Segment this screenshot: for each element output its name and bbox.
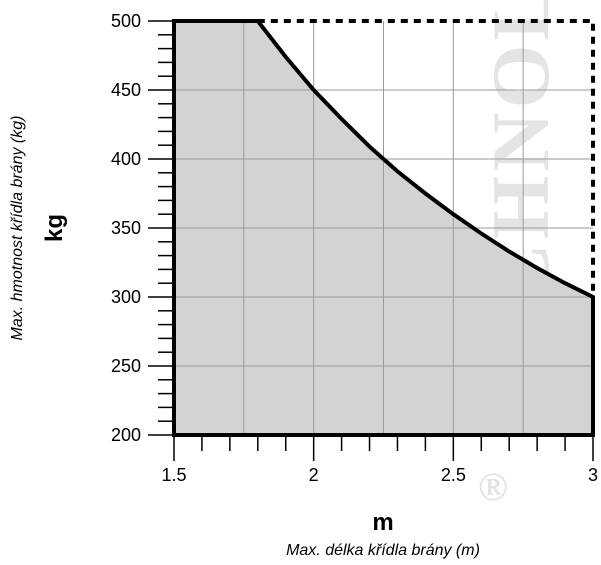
y-tick-label: 300 <box>111 287 141 307</box>
x-tick-label: 2 <box>309 465 319 485</box>
x-tick-label: 2.5 <box>441 465 466 485</box>
y-axis-label: Max. hmotnost křídla brány (kg) <box>9 116 26 341</box>
y-tick-label: 350 <box>111 218 141 238</box>
grid-lines <box>174 21 593 435</box>
y-tick-label: 250 <box>111 356 141 376</box>
x-tick-label: 1.5 <box>161 465 186 485</box>
series-line <box>172 19 595 437</box>
y-tick-label: 400 <box>111 149 141 169</box>
y-tick-label: 500 <box>111 11 141 31</box>
x-axis-label: Max. délka křídla brány (m) <box>286 542 480 559</box>
x-unit-label: m <box>372 509 393 536</box>
y-tick-label: 450 <box>111 80 141 100</box>
axis-ticks <box>148 20 594 461</box>
watermark-registered-mark: ® <box>478 464 508 509</box>
y-tick-label: 200 <box>111 425 141 445</box>
x-tick-label: 3 <box>588 465 598 485</box>
y-unit-label: kg <box>41 214 68 242</box>
tick-labels: 200 250 300 350 400 450 500 1.5 2 2.5 3 <box>111 11 598 485</box>
